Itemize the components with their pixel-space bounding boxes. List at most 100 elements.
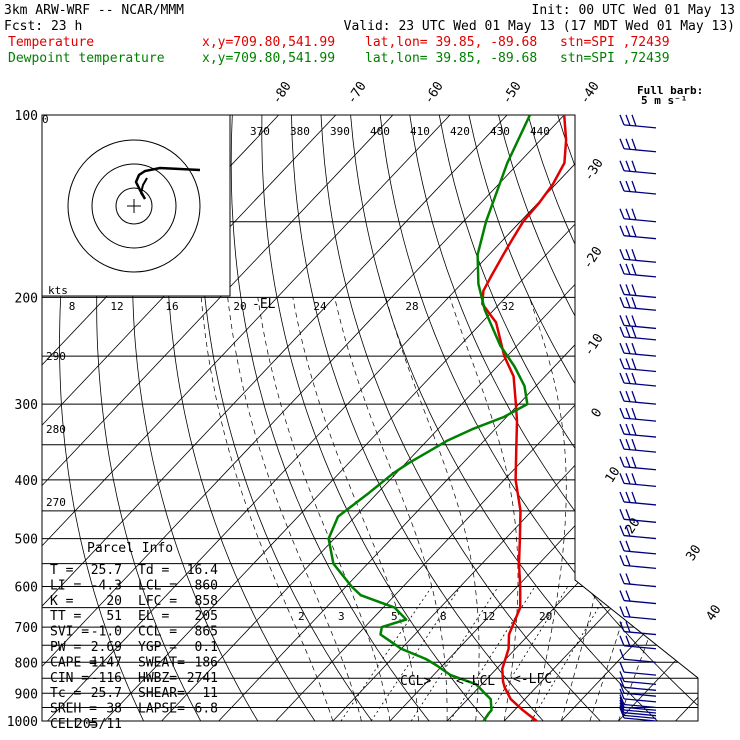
wind-barb [619, 407, 657, 422]
wind-barb-flag [625, 390, 631, 402]
wind-barb-flag [631, 390, 637, 403]
wind-barb-flag [619, 694, 625, 705]
hodograph-ring-label: 28 [405, 300, 418, 313]
wind-barb-staff [623, 148, 657, 153]
wind-barb-flag [619, 180, 625, 192]
wind-barb [619, 249, 657, 263]
hodograph-ring [115, 187, 153, 225]
wind-barb-staff [623, 698, 657, 703]
wind-barb [619, 606, 657, 621]
wind-barb-flag [631, 372, 637, 385]
wind-barb [619, 160, 657, 175]
wind-barb [619, 315, 657, 330]
wind-barb-flag [619, 326, 625, 338]
dry-adiabat [675, 115, 698, 721]
mixing-ratio-label: 2 [298, 610, 305, 623]
parcel-info-cell: SHEAR= [138, 686, 185, 701]
dry-adiabat [96, 115, 202, 721]
isotherm-tick-label: 10 [603, 464, 624, 485]
wind-barb-flag [625, 372, 631, 384]
wind-barb-flag [625, 491, 631, 503]
wind-barb-staff [623, 273, 657, 278]
wind-barb-flag [619, 456, 625, 468]
wind-barb-flag [625, 326, 631, 338]
legend-temp-xy: x,y=709.80,541.99 [202, 35, 335, 50]
wind-barb-flag [619, 697, 625, 708]
hodograph-ring-label: 16 [165, 300, 178, 313]
parcel-info-cell: 205 [195, 609, 218, 624]
theta-e-label: 400 [370, 125, 390, 138]
wind-barb-staff [623, 714, 657, 720]
isotherm-line [42, 115, 394, 721]
wind-barb [619, 707, 657, 722]
dry-adiabat [261, 115, 487, 721]
barb-legend-units: 5 m s⁻¹ [641, 94, 687, 107]
wind-barb-staff [623, 466, 657, 471]
isotherm-line [47, 115, 622, 721]
moist-adiabat [292, 297, 419, 721]
parcel-info-cell: SWEAT= [138, 655, 185, 670]
isotherm-line [42, 115, 565, 721]
wind-barb-flag [619, 114, 625, 126]
parcel-info-cell: 6.8 [195, 702, 218, 717]
plot-frame [41, 114, 699, 722]
wind-barb-flag [631, 263, 637, 276]
isotherm-line [42, 115, 508, 721]
dry-adiabat [291, 115, 544, 721]
moist-adiabat [589, 297, 698, 721]
wind-barb-flag [619, 249, 625, 260]
wind-barb [619, 284, 657, 299]
theta-e-label: 420 [450, 125, 470, 138]
parcel-info-cell: 0.1 [195, 640, 218, 655]
wind-barb-staff [623, 293, 657, 299]
wind-barb-flag [625, 423, 631, 435]
parcel-info-panel: Parcel Info T = 25.7 Td = 16.4 LI = -4.3 LCL =… [50, 541, 218, 732]
dry-adiabat [735, 115, 740, 721]
wind-barb-flag [625, 225, 631, 237]
wind-barb-flag [625, 263, 631, 275]
moist-adiabat [227, 297, 362, 721]
wind-barb-flag [619, 390, 625, 402]
wind-barb-flag [625, 138, 631, 150]
wind-barb [619, 297, 657, 311]
parcel-info-cell: 186 [195, 655, 218, 670]
wind-barb-flag [619, 358, 625, 369]
wind-barb [619, 694, 657, 709]
wind-barb-flag [631, 456, 637, 469]
wind-barb-flag [619, 208, 625, 219]
wind-barb-flag [619, 682, 625, 694]
wind-barb-staff [623, 703, 657, 709]
hodograph-ring-label: 20 [233, 300, 246, 313]
isobar-grid [42, 114, 698, 722]
wind-barb-staff [623, 482, 657, 487]
wind-barb-staff [623, 324, 657, 330]
parcel-info-cell: Td = [138, 563, 169, 578]
wind-barbs [619, 114, 657, 722]
wind-barb-flag [631, 315, 637, 327]
wind-barb-staff [623, 367, 657, 373]
wind-barb-flag [625, 358, 631, 370]
isotherm-tick-label: 40 [704, 602, 725, 623]
parcel-info-cell: 865 [195, 625, 218, 640]
hodograph [41, 114, 231, 297]
legend-dew-xy: x,y=709.80,541.99 [202, 51, 335, 66]
wind-barb-flag [625, 407, 631, 419]
wind-barb-flag [625, 573, 631, 585]
lfc-marker: <-LFC [513, 672, 552, 687]
dry-adiabat [468, 115, 698, 721]
isotherm-line [389, 115, 698, 721]
pressure-tick-label: 300 [15, 398, 38, 413]
wind-barb-staff [623, 382, 657, 387]
mixing-ratio-line [370, 586, 461, 721]
hodograph-ring [91, 163, 177, 249]
moist-adiabat [385, 297, 480, 721]
legend-temperature: Temperature [8, 35, 94, 50]
wind-barb-flag [631, 407, 637, 420]
wind-barb-staff [623, 717, 657, 722]
dry-adiabat [230, 115, 430, 721]
wind-barb-flag [619, 225, 625, 236]
wind-barb-flag [619, 671, 625, 682]
pressure-tick-label: 200 [15, 291, 38, 306]
wind-barb-staff [623, 306, 657, 311]
parcel-info-cell: 38 [106, 702, 122, 717]
